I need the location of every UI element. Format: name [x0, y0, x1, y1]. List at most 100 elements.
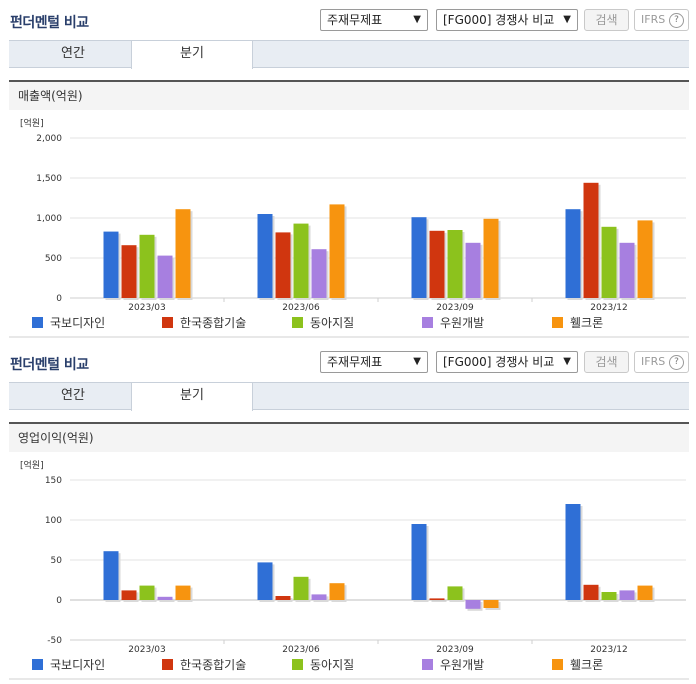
chart-heading: 영업이익(억원) [9, 422, 689, 452]
unit-label: [억원] [20, 459, 44, 471]
bar [429, 230, 445, 298]
bar [483, 600, 499, 608]
legend-swatch [32, 659, 43, 670]
legend-swatch [32, 317, 43, 328]
bar [175, 585, 191, 600]
chevron-down-icon: ▼ [413, 14, 421, 25]
bar [139, 234, 155, 298]
bar [583, 182, 599, 298]
bar [103, 231, 119, 298]
bar [637, 220, 653, 298]
statement-select-value: 주재무제표 [327, 13, 383, 27]
bar [293, 223, 309, 298]
search-button[interactable]: 검색 [584, 351, 629, 373]
bar [565, 209, 581, 298]
legend-swatch [292, 659, 303, 670]
x-tick-label: 2023/12 [590, 645, 627, 655]
bar [275, 232, 291, 298]
legend-swatch [552, 317, 563, 328]
search-button[interactable]: 검색 [584, 9, 629, 31]
bar [583, 584, 599, 600]
legend-label: 한국종합기술 [180, 658, 246, 672]
bar [411, 524, 427, 600]
bar [311, 594, 327, 600]
compare-select-value: [FG000] 경쟁사 비교 [443, 355, 555, 369]
bar [601, 226, 617, 298]
tab-quarterly[interactable]: 분기 [131, 41, 253, 69]
bar [483, 218, 499, 298]
bar [411, 217, 427, 298]
bar-shadow [431, 600, 447, 602]
tab-quarterly[interactable]: 분기 [131, 383, 253, 411]
y-tick-label: 2,000 [36, 134, 62, 144]
bar [447, 586, 463, 600]
bar [565, 504, 581, 600]
operating-income-chart: [억원] -50 0 50 100 150 2023/03 2023/06 2023/09 202… [9, 459, 689, 680]
bar [429, 598, 445, 600]
legend-label: 국보디자인 [50, 658, 105, 672]
y-tick-label: 1,000 [36, 214, 62, 224]
x-tick-label: 2023/09 [436, 645, 474, 655]
bar [447, 230, 463, 298]
bar [121, 590, 137, 600]
revenue-chart: [억원] 0 500 1,000 1,500 2,000 2023/03 2023/06 202… [9, 117, 689, 338]
bar [103, 551, 119, 600]
unit-label: [억원] [20, 117, 44, 129]
compare-select[interactable]: [FG000] 경쟁사 비교 ▼ [436, 351, 578, 373]
y-tick-label: 0 [56, 294, 62, 304]
bar-shadow [159, 598, 175, 602]
bar [329, 583, 345, 600]
x-tick-label: 2023/03 [128, 303, 165, 313]
bar [257, 214, 273, 298]
tab-annual[interactable]: 연간 [61, 46, 85, 61]
legend-label: 휄크론 [570, 658, 603, 672]
legend-label: 동아지질 [310, 658, 354, 672]
legend-label: 우원개발 [440, 658, 484, 672]
bar [139, 585, 155, 600]
help-icon: ? [669, 355, 684, 370]
bar [465, 600, 481, 609]
fundamental-section-revenue: 펀더멘털 비교 주재무제표 ▼ [FG000] 경쟁사 비교 ▼ 검색 IFRS… [9, 9, 689, 338]
bar [311, 249, 327, 298]
statement-select[interactable]: 주재무제표 ▼ [320, 351, 428, 373]
legend-swatch [422, 317, 433, 328]
legend-swatch [162, 659, 173, 670]
legend-label: 한국종합기술 [180, 316, 246, 330]
x-tick-label: 2023/06 [282, 645, 320, 655]
x-tick-label: 2023/06 [282, 303, 320, 313]
fundamental-section-operating-income: 펀더멘털 비교 주재무제표 ▼ [FG000] 경쟁사 비교 ▼ 검색 IFRS… [0, 342, 696, 684]
compare-select[interactable]: [FG000] 경쟁사 비교 ▼ [436, 9, 578, 31]
ifrs-label: IFRS [641, 355, 666, 368]
legend-swatch [422, 659, 433, 670]
tab-annual[interactable]: 연간 [61, 388, 85, 403]
chart-heading: 매출액(억원) [9, 80, 689, 110]
y-tick-label: 100 [45, 516, 62, 526]
legend-swatch [292, 317, 303, 328]
ifrs-button[interactable]: IFRS ? [634, 9, 689, 31]
y-tick-label: 1,500 [36, 174, 62, 184]
chevron-down-icon: ▼ [563, 356, 571, 367]
bar [157, 255, 173, 298]
x-tick-label: 2023/03 [128, 645, 165, 655]
statement-select[interactable]: 주재무제표 ▼ [320, 9, 428, 31]
bar [121, 245, 137, 298]
bar [465, 242, 481, 298]
ifrs-label: IFRS [641, 13, 666, 26]
chevron-down-icon: ▼ [563, 14, 571, 25]
x-tick-label: 2023/09 [436, 303, 474, 313]
legend-label: 동아지질 [310, 316, 354, 330]
legend-swatch [552, 659, 563, 670]
period-tabs: 연간 분기 [9, 40, 689, 69]
ifrs-button[interactable]: IFRS ? [634, 351, 689, 373]
y-tick-label: -50 [47, 636, 62, 646]
legend-label: 국보디자인 [50, 316, 105, 330]
bar [275, 596, 291, 600]
y-tick-label: 150 [45, 476, 62, 486]
bar [157, 596, 173, 600]
legend-label: 우원개발 [440, 316, 484, 330]
bar [293, 576, 309, 600]
help-icon: ? [669, 13, 684, 28]
y-tick-label: 500 [45, 254, 62, 264]
statement-select-value: 주재무제표 [327, 355, 383, 369]
legend-label: 휄크론 [570, 316, 603, 330]
